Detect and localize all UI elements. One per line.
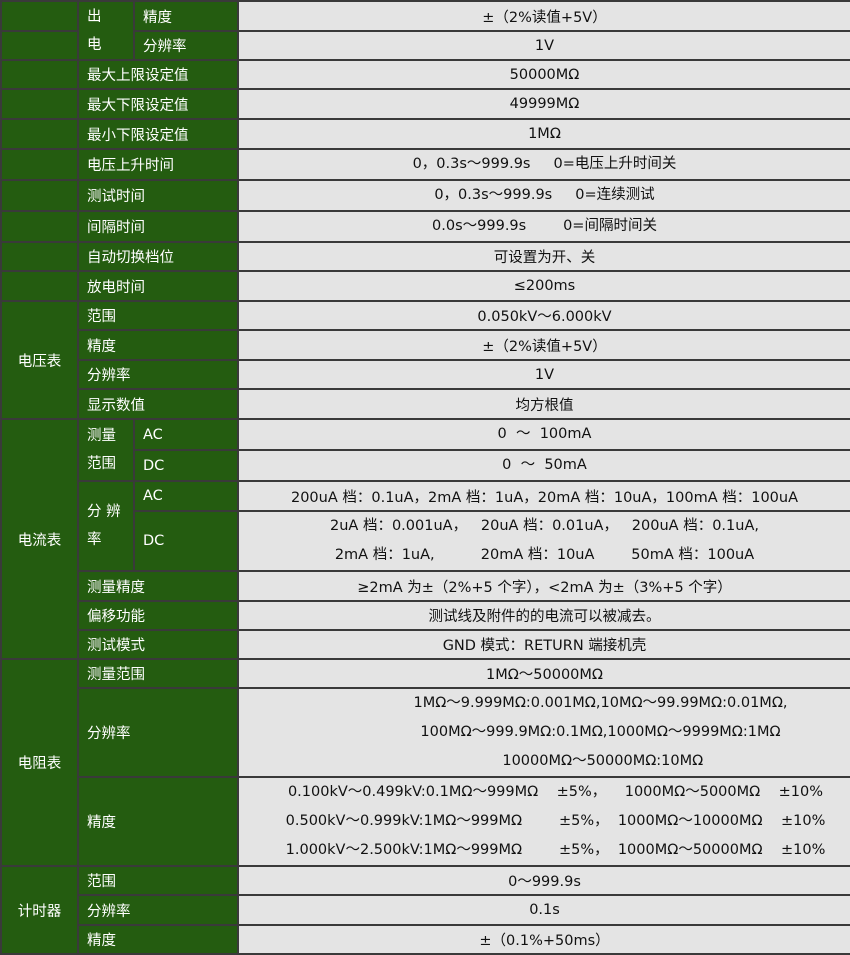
- row-value: 1MΩ～9.999MΩ:0.001MΩ,10MΩ～99.99MΩ:0.01MΩ,…: [237, 687, 850, 778]
- row-label: 分辨率: [77, 359, 239, 390]
- category-cell-empty: [0, 210, 79, 243]
- row-label: 显示数值: [77, 388, 239, 420]
- row-value-text: 0 ～ 50mA: [502, 457, 587, 473]
- label-bottom: 范围: [87, 456, 116, 472]
- row-value: 0 ～ 100mA: [237, 418, 850, 451]
- category-cell-empty: [0, 0, 79, 32]
- row-label: 测试模式: [77, 629, 239, 660]
- voltmeter-category: 电压表: [0, 300, 79, 420]
- row-value-text: 0，0.3s～999.9s 0=电压上升时间关: [412, 156, 677, 172]
- row-value: ±（0.1%+50ms）: [237, 924, 850, 955]
- row-value: ±（2%读值+5V）: [237, 329, 850, 361]
- row-label: 精度: [133, 0, 239, 32]
- row-value: 0 ～ 50mA: [237, 449, 850, 482]
- row-label: 偏移功能: [77, 600, 239, 631]
- row-value: 1V: [237, 359, 850, 390]
- ammeter-category: 电流表: [0, 418, 79, 660]
- row-value-text: 0 ～ 100mA: [497, 426, 592, 442]
- row-label: 精度: [77, 329, 239, 361]
- row-value: 0，0.3s～999.9s 0=电压上升时间关: [237, 148, 850, 181]
- row-value: 0.1s: [237, 894, 850, 926]
- category-cell-empty: [0, 30, 79, 61]
- category-cell-empty: [0, 241, 79, 272]
- row-value: 1MΩ: [237, 118, 850, 150]
- ac-label: AC: [133, 418, 239, 451]
- row-value: 1V: [237, 30, 850, 61]
- row-value: 均方根值: [237, 388, 850, 420]
- row-value: 测试线及附件的的电流可以被减去。: [237, 600, 850, 631]
- row-value-text: 1MΩ～9.999MΩ:0.001MΩ,10MΩ～99.99MΩ:0.01MΩ,…: [413, 695, 788, 769]
- row-label: 电压上升时间: [77, 148, 239, 181]
- row-value: 49999MΩ: [237, 88, 850, 120]
- row-value: GND 模式：RETURN 端接机壳: [237, 629, 850, 660]
- row-label: 范围: [77, 865, 239, 896]
- row-label: 精度: [77, 924, 239, 955]
- ammeter-resolution-label: 分 辨率: [77, 480, 135, 572]
- ammeter-range-label: 测量 范围: [77, 418, 135, 482]
- row-label: 最大上限设定值: [77, 59, 239, 90]
- output-group-label: 出电: [77, 0, 135, 61]
- row-value-text: 0.100kV～0.499kV:0.1MΩ～999MΩ ±5%， 1000MΩ～…: [285, 784, 826, 858]
- label-top: 分 辨: [87, 504, 121, 520]
- row-label: 测量精度: [77, 570, 239, 602]
- ac-label: AC: [133, 480, 239, 512]
- ohmmeter-category: 电阻表: [0, 658, 79, 867]
- label-bottom: 率: [87, 532, 102, 548]
- row-label: 测试时间: [77, 179, 239, 212]
- row-value: 50000MΩ: [237, 59, 850, 90]
- output-group-top: 出: [87, 8, 102, 25]
- output-group-bottom: 电: [87, 36, 102, 53]
- row-value: ≤200ms: [237, 270, 850, 302]
- row-label: 分辨率: [77, 687, 239, 778]
- category-cell-empty: [0, 88, 79, 120]
- row-label: 分辨率: [133, 30, 239, 61]
- row-value: 0.100kV～0.499kV:0.1MΩ～999MΩ ±5%， 1000MΩ～…: [237, 776, 850, 867]
- row-label: 放电时间: [77, 270, 239, 302]
- row-label: 测量范围: [77, 658, 239, 689]
- timer-category: 计时器: [0, 865, 79, 955]
- category-cell-empty: [0, 118, 79, 150]
- row-label: 最大下限设定值: [77, 88, 239, 120]
- row-value: 0～999.9s: [237, 865, 850, 896]
- row-value: 0，0.3s～999.9s 0=连续测试: [237, 179, 850, 212]
- dc-label: DC: [133, 449, 239, 482]
- category-cell-empty: [0, 270, 79, 302]
- row-value: 2uA 档：0.001uA， 20uA 档：0.01uA， 200uA 档：0.…: [237, 510, 850, 572]
- row-value: 200uA 档：0.1uA，2mA 档：1uA，20mA 档：10uA，100m…: [237, 480, 850, 512]
- row-value: 0.050kV～6.000kV: [237, 300, 850, 331]
- row-value: 1MΩ～50000MΩ: [237, 658, 850, 689]
- row-value-text: 0，0.3s～999.9s 0=连续测试: [434, 187, 655, 203]
- category-cell-empty: [0, 148, 79, 181]
- row-label: 最小下限设定值: [77, 118, 239, 150]
- row-value: 0.0s～999.9s 0=间隔时间关: [237, 210, 850, 243]
- row-value: 可设置为开、关: [237, 241, 850, 272]
- category-cell-empty: [0, 59, 79, 90]
- row-label: 范围: [77, 300, 239, 331]
- row-value: ±（2%读值+5V）: [237, 0, 850, 32]
- row-label: 精度: [77, 776, 239, 867]
- category-cell-empty: [0, 179, 79, 212]
- row-label: 间隔时间: [77, 210, 239, 243]
- row-label: 分辨率: [77, 894, 239, 926]
- label-top: 测量: [87, 428, 116, 444]
- row-value: ≥2mA 为±（2%+5 个字），<2mA 为±（3%+5 个字）: [237, 570, 850, 602]
- row-label: 自动切换档位: [77, 241, 239, 272]
- dc-label: DC: [133, 510, 239, 572]
- row-value-text: 2uA 档：0.001uA， 20uA 档：0.01uA， 200uA 档：0.…: [330, 518, 759, 563]
- row-value-text: 0.0s～999.9s 0=间隔时间关: [432, 218, 657, 234]
